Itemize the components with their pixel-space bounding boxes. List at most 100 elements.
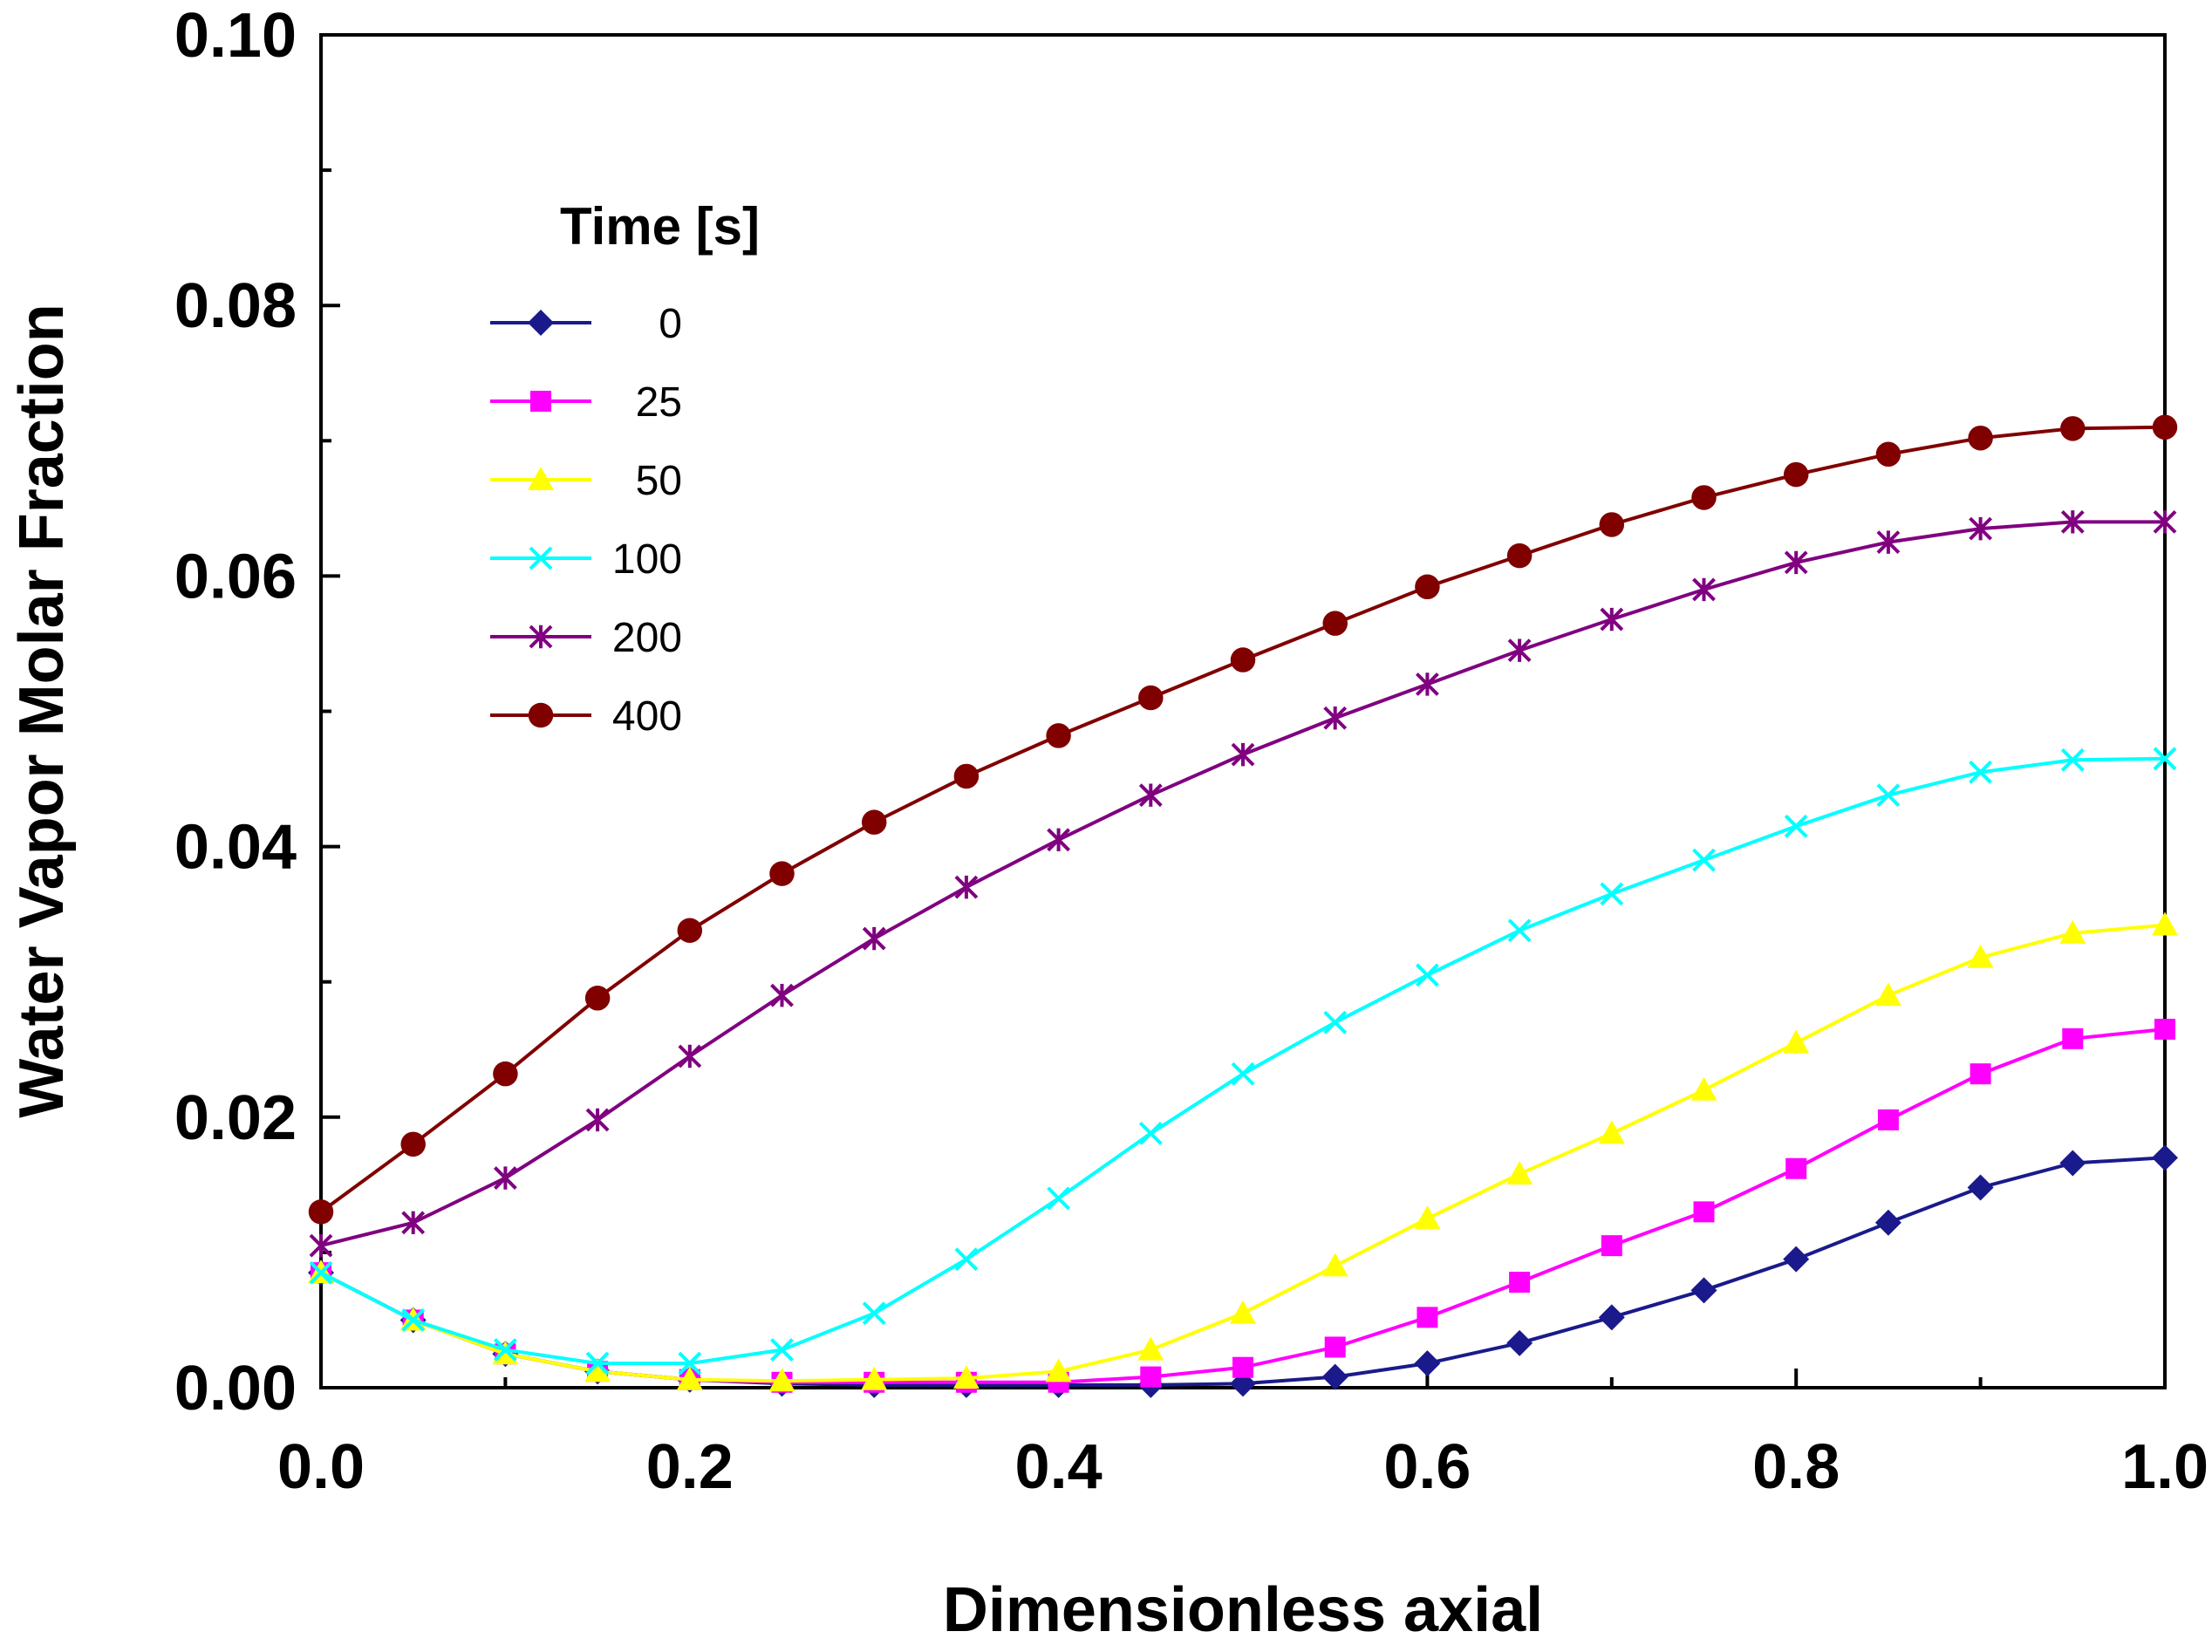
series-line (320, 756, 2166, 1366)
data-point-marker (530, 391, 551, 412)
data-point-marker (528, 467, 554, 490)
data-point-marker (861, 809, 887, 835)
series-line (320, 1027, 2166, 1384)
data-point-marker (1507, 638, 1532, 663)
data-point-marker (769, 861, 795, 886)
data-point-marker (1970, 1063, 1991, 1085)
legend-entry-100: 100 (490, 536, 682, 583)
data-point-marker (1417, 1307, 1438, 1328)
data-point-marker (1876, 530, 1901, 555)
data-point-marker (401, 1308, 426, 1332)
data-point-marker (1968, 425, 1993, 451)
data-point-marker (1874, 1209, 1901, 1236)
data-point-marker (2154, 1018, 2175, 1040)
data-point-marker (1784, 550, 1808, 575)
data-point-marker (1047, 1186, 1071, 1211)
x-tick-label: 1.0 (2121, 1432, 2209, 1502)
data-point-marker (1045, 1358, 1072, 1382)
data-point-marker (1690, 1076, 1717, 1101)
legend-entry-200: 200 (490, 615, 682, 661)
data-point-marker (2060, 416, 2086, 441)
data-point-marker (493, 1061, 518, 1087)
data-point-marker (768, 1368, 795, 1392)
data-point-marker (400, 1131, 426, 1157)
data-point-marker (2153, 747, 2177, 771)
data-point-marker (309, 1233, 333, 1258)
data-point-marker (1231, 742, 1255, 767)
data-point-marker (1507, 918, 1532, 943)
data-point-marker (677, 918, 703, 944)
data-point-marker (2060, 509, 2085, 534)
data-point-marker (584, 986, 611, 1011)
data-point-marker (1692, 577, 1716, 602)
data-point-marker (1323, 706, 1348, 730)
data-point-marker (676, 1366, 703, 1390)
data-point-marker (585, 1108, 610, 1132)
data-point-marker (2062, 1027, 2084, 1049)
series-400 (308, 414, 2178, 1225)
data-point-marker (1138, 783, 1163, 808)
data-point-marker (1967, 944, 1994, 968)
data-point-marker (770, 1338, 794, 1362)
data-point-marker (1598, 1120, 1625, 1144)
data-point-marker (1967, 1174, 1994, 1201)
y-tick-label: 0.00 (174, 1354, 297, 1423)
data-point-marker (1783, 1246, 1810, 1273)
data-point-marker (1692, 848, 1716, 872)
data-point-marker (2060, 747, 2085, 772)
data-point-marker (1600, 607, 1624, 631)
data-point-marker (1137, 1336, 1164, 1361)
data-point-marker (1140, 1366, 1162, 1388)
x-tick-label: 0.0 (277, 1432, 365, 1502)
legend-label: 50 (636, 458, 682, 504)
y-axis-ticks: 0.00 0.02 0.04 0.06 0.08 0.10 (174, 1, 340, 1423)
legend-label: 0 (659, 301, 682, 347)
legend-title: Time [s] (560, 197, 760, 256)
data-point-marker (401, 1211, 426, 1235)
legend-label: 25 (636, 379, 682, 426)
data-point-marker (678, 1351, 702, 1376)
y-tick-label: 0.08 (174, 271, 297, 341)
data-point-marker (1506, 1160, 1533, 1184)
data-point-marker (2153, 509, 2177, 534)
data-point-marker (1230, 1300, 1256, 1324)
data-point-marker (1783, 461, 1809, 488)
data-point-marker (1323, 1010, 1348, 1034)
data-point-marker (1969, 760, 1993, 784)
data-point-marker (1047, 828, 1071, 852)
series-200 (309, 509, 2177, 1258)
data-point-marker (528, 310, 554, 336)
data-point-marker (862, 1301, 886, 1326)
data-point-marker (584, 1358, 611, 1382)
series-layer (308, 414, 2178, 1398)
data-point-marker (1232, 1356, 1253, 1378)
data-point-marker (2152, 911, 2178, 936)
y-axis-title: Water Vapor Molar Fraction (7, 304, 77, 1118)
legend-label: 100 (612, 536, 682, 583)
legend-label: 200 (612, 615, 682, 661)
data-point-marker (1598, 1304, 1625, 1331)
data-point-marker (1046, 723, 1071, 748)
data-point-marker (493, 1166, 517, 1191)
data-point-marker (585, 1351, 610, 1376)
data-point-marker (1783, 1029, 1810, 1054)
data-point-marker (1415, 574, 1440, 600)
data-point-marker (528, 702, 554, 728)
data-point-marker (493, 1338, 517, 1362)
data-point-marker (2059, 919, 2086, 944)
data-point-marker (954, 1247, 979, 1272)
data-point-marker (309, 1260, 333, 1285)
data-point-marker (308, 1199, 334, 1225)
series-50 (308, 911, 2178, 1392)
data-point-marker (1415, 672, 1439, 696)
data-point-marker (1506, 1329, 1533, 1356)
data-point-marker (1876, 783, 1901, 808)
y-tick-label: 0.02 (174, 1083, 297, 1153)
data-point-marker (1969, 516, 1993, 541)
y-tick-label: 0.06 (174, 542, 297, 611)
series-line (320, 520, 2165, 1248)
data-point-marker (1600, 882, 1624, 906)
data-point-marker (2152, 414, 2178, 440)
data-point-marker (1414, 1205, 1441, 1230)
